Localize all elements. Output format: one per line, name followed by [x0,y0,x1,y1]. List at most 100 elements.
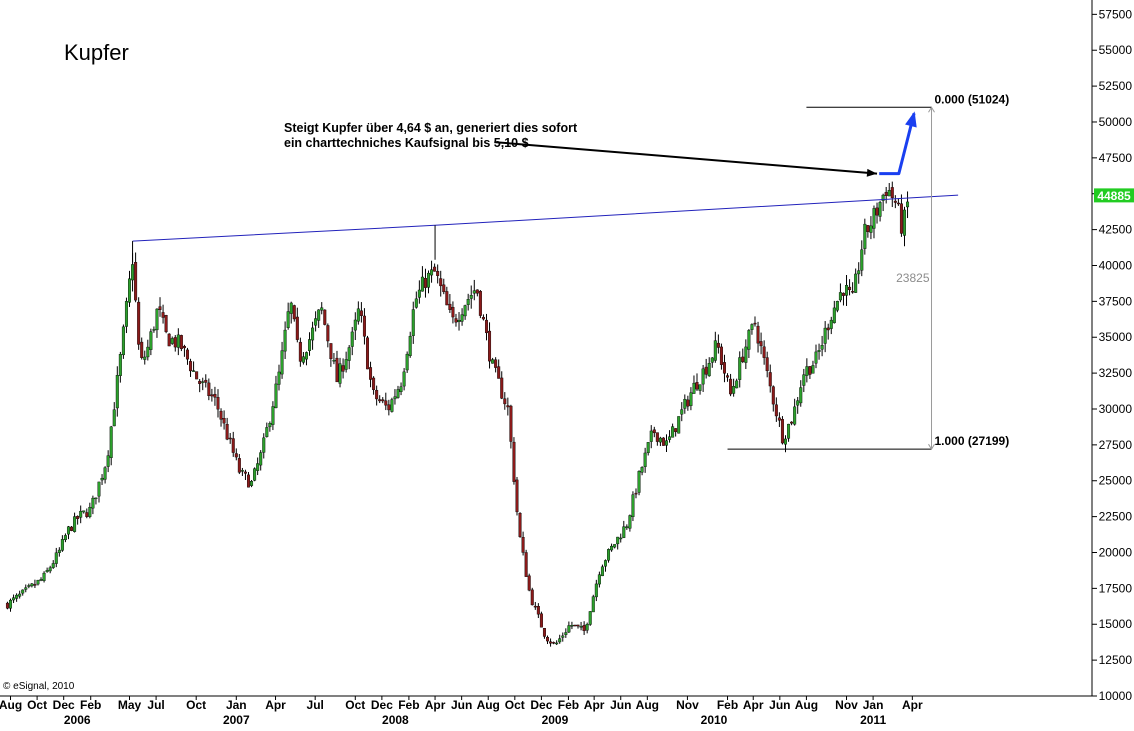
candle-up [314,318,318,326]
year-label: 2009 [542,713,569,727]
candle-down [741,356,745,363]
candle-up [878,202,882,217]
candle-down [573,624,577,627]
candle-up [128,278,132,303]
candle-down [524,552,528,577]
candle-down [182,346,186,349]
candle-down [179,335,183,350]
price-tick-label: 15000 [1099,617,1133,631]
candle-down [780,419,784,444]
candle-up [872,208,876,229]
candle-down [655,432,659,442]
time-tick-label: Aug [477,698,500,712]
candle-up [45,570,49,573]
candle-up [356,308,360,322]
candle-up [564,632,568,635]
candle-up [796,400,800,406]
chart-title: Kupfer [64,40,129,65]
candle-down [326,325,330,342]
candle-down [475,289,479,294]
candle-up [854,273,858,293]
time-tick-label: Oct [186,698,206,712]
candle-up [289,302,293,314]
candle-down [777,417,781,421]
price-tick-label: 55000 [1099,43,1133,57]
candle-up [121,326,125,356]
candle-down [497,366,501,379]
fib-range-arrowhead-top [928,106,935,113]
time-tick-label: Jan [863,698,884,712]
candle-down [198,380,202,384]
time-tick-label: Apr [902,698,923,712]
candle-up [881,194,885,201]
candle-down [759,341,763,347]
candle-down [716,342,720,348]
candle-up [15,594,19,599]
year-label: 2010 [701,713,728,727]
candle-up [787,423,791,439]
candle-up [906,201,910,208]
candle-down [841,292,845,296]
time-tick-label: Oct [345,698,365,712]
candle-up [344,359,348,370]
time-tick-label: Aug [636,698,659,712]
candle-down [85,512,89,517]
candle-up [735,380,739,389]
candle-up [332,359,336,362]
annotation-pointer-arrowhead [866,168,878,177]
overlays-layer: 0.000 (51024) 1.000 (27199) 23825 [132,92,1009,451]
candle-up [262,437,266,453]
candle-up [149,331,153,350]
price-tick-label: 42500 [1099,223,1133,237]
year-label: 2011 [860,713,886,727]
year-label: 2008 [382,713,409,727]
candle-up [112,409,116,427]
candle-up [100,477,104,481]
time-tick-label: Apr [425,698,446,712]
candle-down [329,343,333,360]
candle-up [747,330,751,350]
candle-down [765,357,769,372]
candle-up [390,399,394,412]
candle-down [167,333,171,347]
candle-up [21,589,25,594]
candle-up [793,406,797,425]
time-tick-label: Feb [80,698,101,712]
candle-up [118,354,122,376]
candle-up [396,389,400,398]
candle-down [137,301,141,345]
candle-down [292,305,296,320]
candle-up [240,470,244,472]
candle-down [372,377,376,390]
time-tick-label: Nov [676,698,699,712]
candle-up [66,526,70,535]
candle-down [222,418,226,424]
candle-up [256,463,260,471]
candle-up [271,406,275,425]
candle-down [536,606,540,615]
candle-down [756,325,760,344]
candle-up [838,292,842,301]
candle-up [131,264,135,281]
candle-up [607,549,611,561]
candle-up [829,319,833,329]
price-tick-label: 37500 [1099,294,1133,308]
candle-up [710,357,714,363]
candle-up [54,552,58,564]
candle-down [359,310,363,316]
candle-up [27,585,31,587]
candle-up [613,544,617,548]
candle-up [857,270,861,275]
candle-down [323,309,327,325]
candle-up [463,305,467,317]
candle-down [378,399,382,402]
time-tick-label: Dec [371,698,393,712]
candle-down [634,492,638,495]
price-tick-label: 22500 [1099,510,1133,524]
candle-down [768,372,772,387]
price-tick-label: 27500 [1099,438,1133,452]
candle-up [619,537,623,540]
candle-down [298,341,302,362]
candle-up [823,327,827,344]
candle-down [213,393,217,398]
